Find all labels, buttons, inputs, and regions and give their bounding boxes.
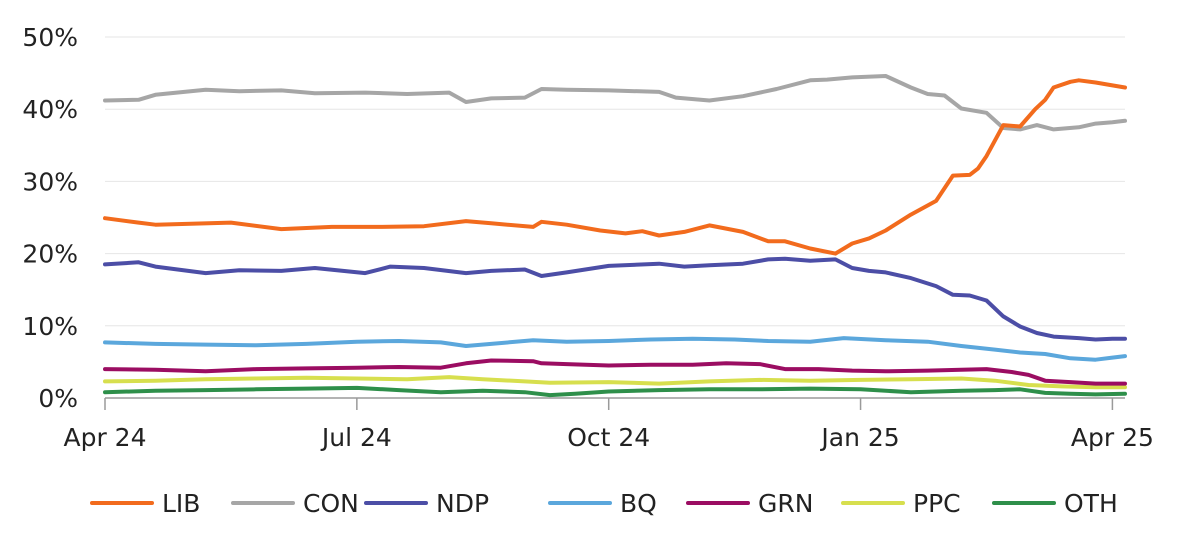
y-tick-label: 10% [22,312,78,341]
legend-item-ppc: PPC [841,489,961,518]
legend-item-ndp: NDP [364,489,489,518]
legend-label: CON [303,489,359,518]
legend-item-oth: OTH [992,489,1118,518]
series-line-bq [103,336,1127,362]
x-tick-label: Apr 24 [63,423,146,452]
legend-item-con: CON [231,489,359,518]
x-tick-label: Apr 25 [1071,423,1154,452]
legend-label: NDP [436,489,489,518]
series-line-ndp [103,256,1127,342]
x-axis [104,397,1125,410]
series-line-con [103,74,1127,132]
x-axis-tick-labels: Apr 24 Jul 24 Oct 24 Jan 25 Apr 25 [63,423,1153,452]
legend-item-grn: GRN [686,489,813,518]
legend: LIB CON NDP BQ GRN PPC OTH [90,489,1118,518]
legend-label: BQ [620,489,657,518]
y-tick-label: 50% [22,23,78,52]
legend-label: OTH [1064,489,1118,518]
series-line-oth [103,385,1127,398]
gridlines [105,36,1125,327]
series-line-grn [103,358,1127,386]
y-tick-label: 30% [22,167,78,196]
y-axis-tick-labels: 0% 10% 20% 30% 40% 50% [22,23,78,413]
y-tick-label: 0% [38,384,78,413]
legend-label: PPC [913,489,961,518]
y-tick-label: 20% [22,240,78,269]
series-line-lib [103,78,1127,256]
legend-label: LIB [162,489,200,518]
y-tick-label: 40% [22,95,78,124]
legend-item-lib: LIB [90,489,200,518]
series-lines [103,74,1127,398]
legend-label: GRN [758,489,813,518]
x-tick-label: Jul 24 [320,423,392,452]
legend-item-bq: BQ [548,489,657,518]
x-tick-label: Jan 25 [819,423,899,452]
series-line-ppc [103,375,1127,390]
x-tick-label: Oct 24 [567,423,650,452]
